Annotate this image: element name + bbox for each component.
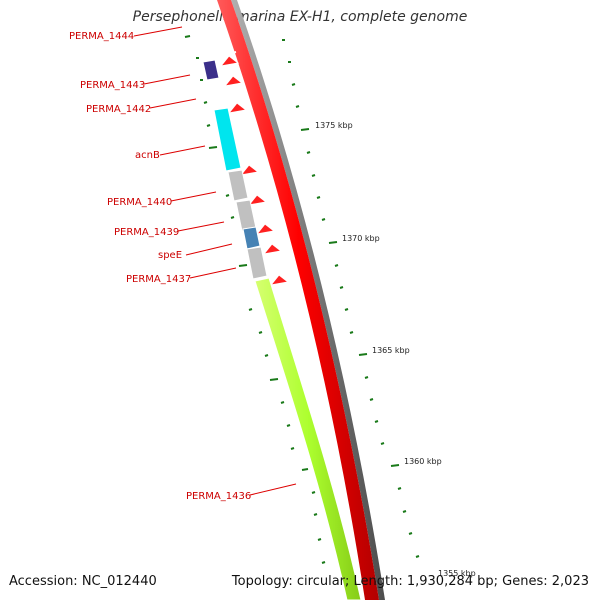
- gene-callout-lines: [133, 26, 297, 496]
- inner-tick-marks: [184, 35, 326, 564]
- cog-features: [202, 59, 362, 600]
- outer-tick-marks: [282, 39, 420, 558]
- kbp-label-1370: 1370 kbp: [342, 234, 380, 243]
- gene-label-perma1439[interactable]: PERMA_1439: [114, 227, 179, 238]
- kbp-label-1355: 1355 kbp: [438, 569, 476, 578]
- kbp-label-1360: 1360 kbp: [404, 457, 442, 466]
- kbp-label-1365: 1365 kbp: [372, 346, 410, 355]
- accession-text: Accession: NC_012440: [9, 574, 157, 589]
- genome-summary-text: Topology: circular; Length: 1,930,284 bp…: [231, 574, 589, 589]
- gene-label-perma1440[interactable]: PERMA_1440: [107, 197, 172, 208]
- forward-cds-ring: [217, 0, 379, 600]
- gene-label-perma1436[interactable]: PERMA_1436: [186, 491, 251, 502]
- cog-feature-acnb: [213, 107, 242, 172]
- gene-label-perma1444[interactable]: PERMA_1444: [69, 31, 134, 42]
- cds-gaps: [217, 51, 287, 277]
- backbone-ring: [231, 0, 385, 600]
- cog-feature-perma1440: [227, 169, 249, 202]
- cds-arrowheads: [219, 55, 290, 286]
- cog-feature-spee: [242, 226, 261, 250]
- gene-label-acnb[interactable]: acnB: [135, 150, 160, 161]
- cog-feature-perma1443: [202, 59, 220, 81]
- cog-feature-perma1436: [254, 277, 362, 600]
- gene-label-spee[interactable]: speE: [158, 250, 182, 261]
- kbp-label-1375: 1375 kbp: [315, 121, 353, 130]
- gene-label-perma1442[interactable]: PERMA_1442: [86, 104, 151, 115]
- cog-feature-perma1437: [246, 246, 268, 280]
- map-title: Persephonella marina EX-H1, complete gen…: [132, 9, 468, 25]
- gene-label-perma1443[interactable]: PERMA_1443: [80, 80, 145, 91]
- gene-label-perma1437[interactable]: PERMA_1437: [126, 274, 191, 285]
